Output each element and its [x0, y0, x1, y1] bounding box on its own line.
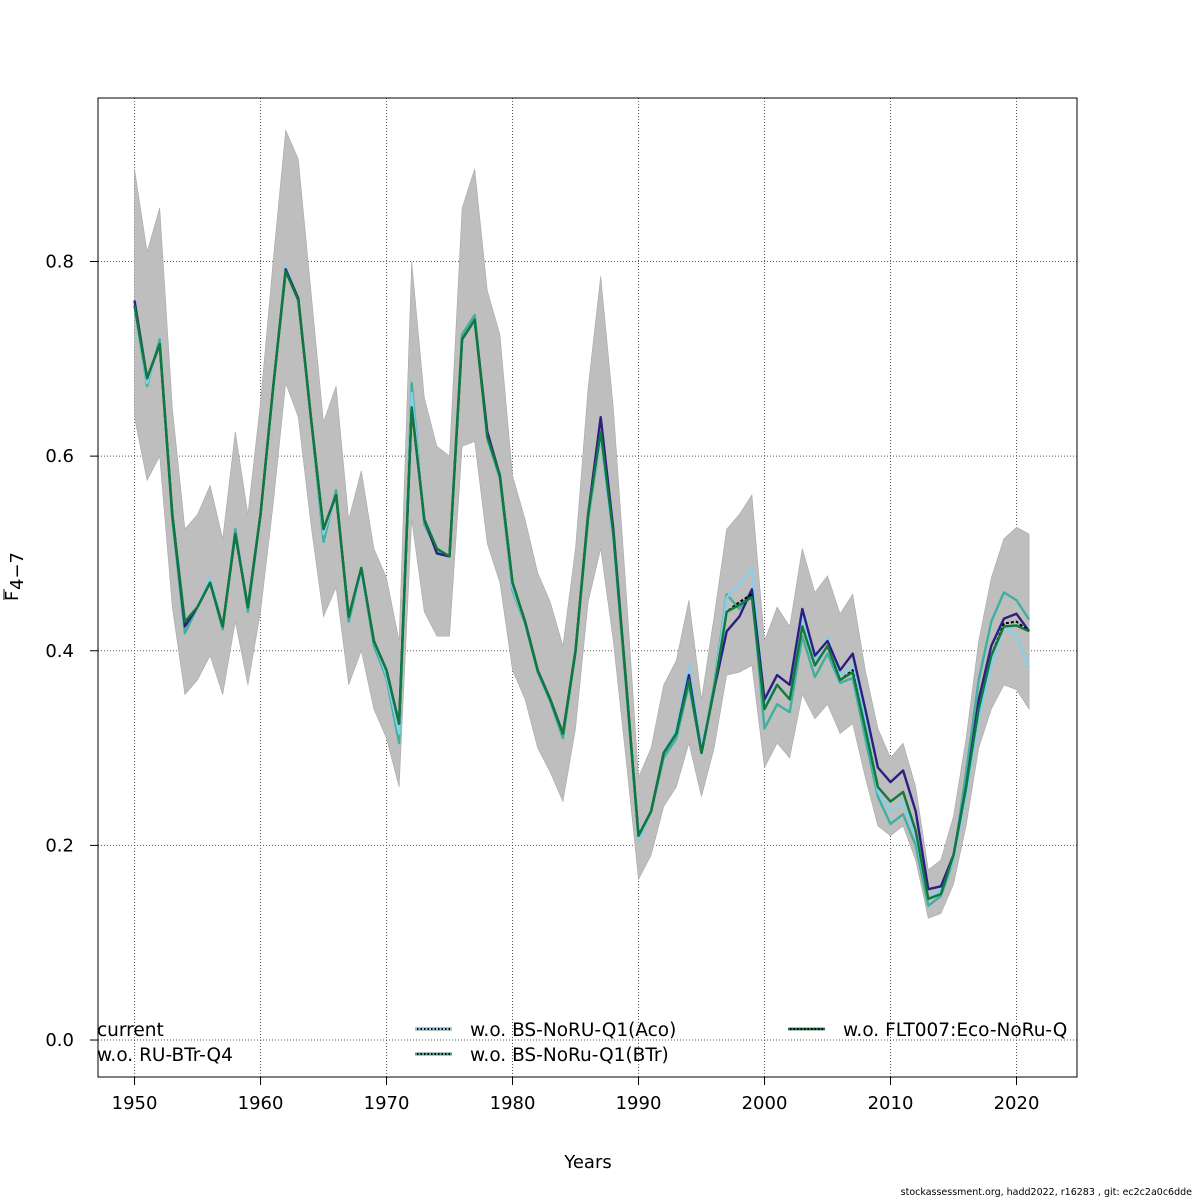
footer-credit: stockassessment.org, hadd2022, r16283 , … [900, 1187, 1192, 1198]
x-tick-label: 2000 [742, 1093, 788, 1114]
x-tick-label: 1950 [112, 1093, 158, 1114]
y-axis-title: F 4−7 [2, 552, 28, 601]
y-tick-label: 0.2 [45, 835, 74, 856]
series-lines-layer [133, 265, 1031, 907]
legend-label: w.o. BS-NoRU-Q1(Aco) [470, 1020, 676, 1041]
x-tick-label: 1970 [364, 1093, 410, 1114]
legend-label: w.o. FLT007:Eco-NoRu-Q [843, 1020, 1067, 1041]
y-axis: 0.0 0.2 0.4 0.6 0.8 [45, 251, 98, 1051]
y-axis-title-main: F [2, 591, 23, 601]
x-axis-title: Years [563, 1152, 612, 1173]
plot-frame [97, 97, 1078, 1078]
x-tick-label: 2010 [868, 1093, 914, 1114]
x-tick-label: 1980 [490, 1093, 536, 1114]
x-tick-label: 2020 [994, 1093, 1040, 1114]
legend-label: w.o. RU-BTr-Q4 [97, 1045, 233, 1066]
y-tick-label: 0.8 [45, 251, 74, 272]
confidence-band [134, 129, 1030, 919]
y-axis-title-subscript: 4−7 [7, 552, 28, 590]
series-line-w-o-flt007-eco-noru-q [133, 270, 1030, 901]
confidence-band-layer [134, 129, 1030, 919]
x-axis: 1950 1960 1970 1980 1990 2000 2010 2020 [112, 1077, 1040, 1114]
y-tick-label: 0.6 [45, 446, 74, 467]
legend: current w.o. RU-BTr-Q4 w.o. BS-NoRU-Q1(Aco… [97, 1020, 1067, 1066]
y-tick-label: 0.0 [45, 1030, 74, 1051]
legend-item: w.o. BS-NoRu-Q1(BTr) [415, 1045, 669, 1066]
legend-item: w.o. BS-NoRU-Q1(Aco) [415, 1020, 676, 1041]
x-tick-label: 1960 [238, 1093, 284, 1114]
legend-label: current [97, 1020, 164, 1041]
legend-item: current [97, 1020, 164, 1041]
legend-item: w.o. FLT007:Eco-NoRu-Q [788, 1020, 1067, 1041]
x-tick-label: 1990 [616, 1093, 662, 1114]
legend-item: w.o. RU-BTr-Q4 [97, 1045, 233, 1066]
y-tick-label: 0.4 [45, 641, 74, 662]
legend-label: w.o. BS-NoRu-Q1(BTr) [470, 1045, 669, 1066]
